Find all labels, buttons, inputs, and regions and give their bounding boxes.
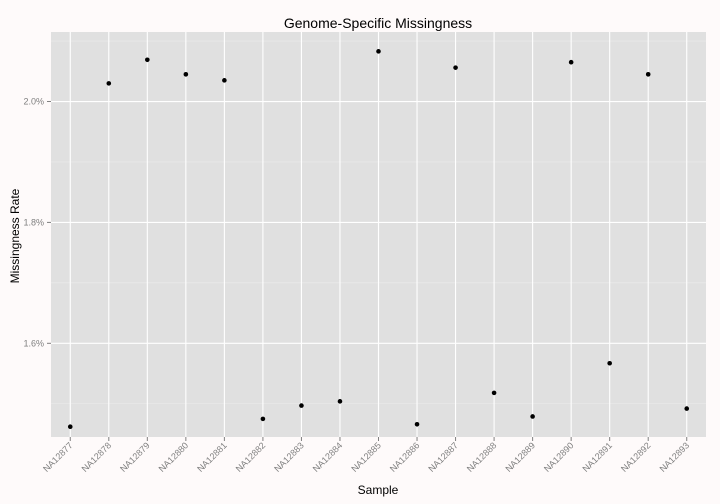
data-point [67,424,73,430]
y-axis-ticks: 1.6% 1.8% 2.0% [23,97,51,348]
data-point [145,57,150,63]
data-point [645,72,651,77]
x-tick-label: NA12885 [349,440,383,474]
x-tick-label: NA12880 [157,440,191,474]
x-tick-label: NA12886 [388,440,422,474]
x-tick-label: NA12881 [195,440,229,474]
x-tick-label: NA12879 [118,440,152,474]
data-points [67,49,690,430]
x-tick-label: NA12888 [465,440,499,474]
data-point [414,422,420,427]
chart-title: Genome-Specific Missingness [284,15,472,31]
y-tick-label: 1.6% [23,338,44,348]
data-point [607,360,612,366]
x-axis-ticks: NA12877 NA12878 NA12879 NA12880 NA12881 NA128… [41,437,691,474]
x-tick-label: NA12883 [272,440,306,474]
x-tick-label: NA12892 [619,440,653,474]
data-point [106,81,112,86]
data-point [376,49,381,54]
data-point [568,59,574,65]
data-point [337,399,343,404]
data-point [260,416,266,422]
x-tick-label: NA12891 [580,440,614,474]
x-tick-label: NA12878 [80,440,114,474]
x-axis-title: Sample [358,483,399,497]
grid-lines [51,32,706,437]
data-point [183,72,189,77]
x-tick-label: NA12882 [234,440,268,474]
x-tick-label: NA12893 [658,440,692,474]
x-tick-label: NA12887 [426,440,460,474]
data-point [222,78,227,83]
data-point [299,403,304,408]
y-axis-title: Missingness Rate [8,188,22,283]
data-point [684,406,690,411]
x-tick-label: NA12884 [311,440,345,474]
y-tick-label: 1.8% [23,217,44,227]
x-tick-label: NA12877 [41,440,75,474]
y-tick-label: 2.0% [23,97,44,107]
x-tick-label: NA12889 [503,440,537,474]
data-point [491,390,497,396]
data-point [530,414,535,419]
x-tick-label: NA12890 [542,440,576,474]
data-point [453,65,458,70]
